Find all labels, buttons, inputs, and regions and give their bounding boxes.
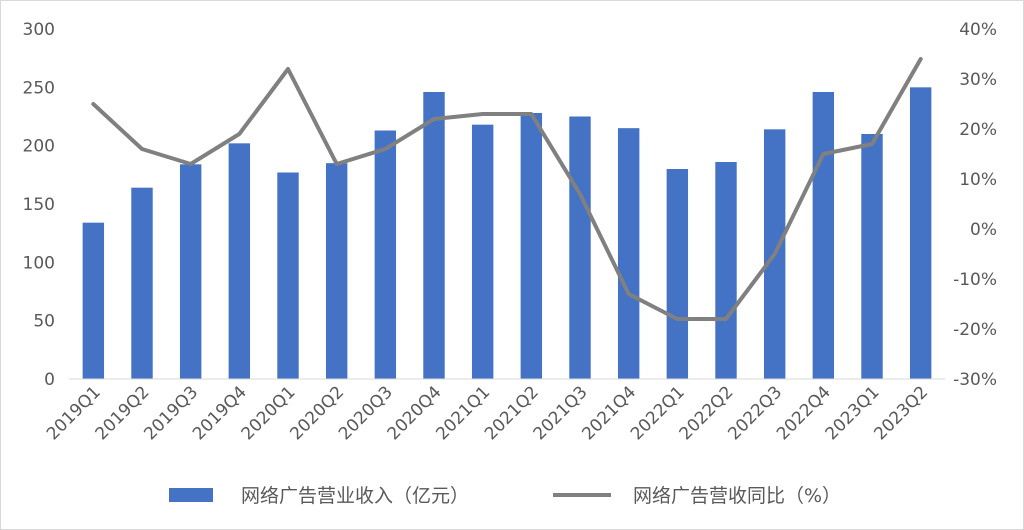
- bar-2022Q4: [812, 92, 835, 379]
- bar-2021Q1: [471, 124, 494, 380]
- bar-2023Q2: [909, 87, 932, 379]
- bar-2021Q4: [617, 128, 640, 379]
- right-tick-label: 20%: [959, 120, 997, 140]
- left-tick-label: 0: [44, 370, 55, 390]
- bar-2019Q4: [228, 143, 251, 379]
- bar-2020Q4: [423, 92, 445, 379]
- x-axis-ticks: 2019Q12019Q22019Q32019Q42020Q12020Q22020…: [43, 382, 932, 444]
- bar-2021Q2: [520, 113, 543, 379]
- bar-2019Q1: [82, 222, 105, 379]
- bar-2021Q3: [569, 116, 591, 379]
- bar-2020Q3: [374, 130, 397, 379]
- bar-2019Q2: [131, 187, 153, 379]
- legend: 网络广告营业收入（亿元） 网络广告营收同比（%）: [169, 485, 841, 507]
- bar-2022Q1: [666, 169, 689, 379]
- bar-2023Q1: [861, 134, 883, 379]
- left-tick-label: 100: [23, 253, 55, 273]
- bar-2020Q1: [277, 172, 299, 379]
- x-tick-label: 2023Q2: [870, 382, 932, 444]
- left-tick-label: 300: [23, 20, 55, 40]
- left-tick-label: 200: [23, 137, 55, 157]
- right-tick-label: -30%: [953, 370, 997, 390]
- bar-series: [82, 87, 932, 380]
- left-tick-label: 150: [23, 195, 55, 215]
- right-tick-label: 30%: [959, 70, 997, 90]
- right-tick-label: -20%: [953, 320, 997, 340]
- right-tick-label: 10%: [959, 170, 997, 190]
- line-yoy-growth: [91, 57, 923, 321]
- left-tick-label: 250: [23, 78, 55, 98]
- right-axis-ticks: -30% -20% -10% 0% 10% 20% 30% 40%: [953, 20, 997, 390]
- left-tick-label: 50: [33, 312, 55, 332]
- right-tick-label: -10%: [953, 270, 997, 290]
- line-series: [91, 57, 923, 321]
- bar-2019Q3: [179, 164, 202, 379]
- legend-bar-swatch: [169, 488, 213, 502]
- legend-bar-label: 网络广告营业收入（亿元）: [241, 485, 469, 507]
- right-tick-label: 40%: [959, 20, 997, 40]
- bar-2022Q2: [715, 162, 737, 379]
- right-tick-label: 0%: [970, 220, 997, 240]
- left-axis-ticks: 0 50 100 150 200 250 300: [23, 20, 55, 390]
- legend-line-label: 网络广告营收同比（%）: [633, 485, 841, 507]
- bar-2020Q2: [325, 163, 348, 379]
